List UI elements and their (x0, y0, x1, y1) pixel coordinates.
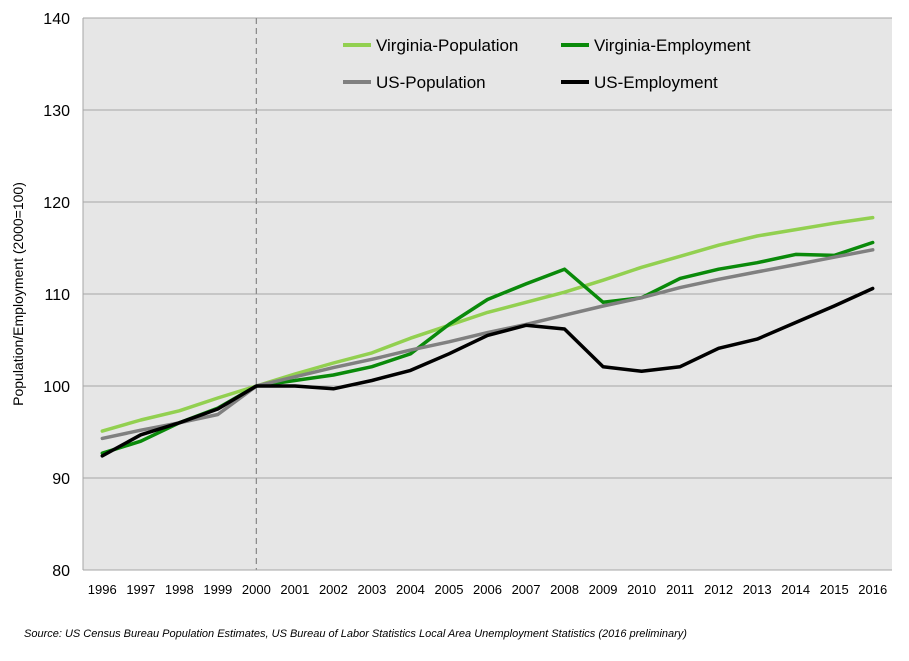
y-tick-label: 130 (43, 103, 70, 120)
x-tick-label: 2005 (435, 582, 464, 597)
x-tick-label: 2003 (357, 582, 386, 597)
legend-label-us-population: US-Population (376, 73, 486, 92)
y-tick-label: 100 (43, 379, 70, 396)
series-line-us-population (100, 248, 875, 441)
legend-label-us-employment: US-Employment (594, 73, 718, 92)
y-tick-label: 140 (43, 11, 70, 28)
y-axis-ticks: 80 90 100 110 120 130 140 (43, 11, 70, 580)
legend-label-virginia-employment: Virginia-Employment (594, 36, 751, 55)
x-tick-label: 2009 (589, 582, 618, 597)
x-tick-label: 2011 (666, 582, 694, 597)
x-tick-label: 2013 (743, 582, 772, 597)
y-tick-label: 80 (52, 563, 70, 580)
x-tick-label: 2015 (820, 582, 849, 597)
x-tick-label: 2008 (550, 582, 579, 597)
y-tick-label: 120 (43, 195, 70, 212)
x-tick-label: 2000 (242, 582, 271, 597)
series-group (100, 215, 875, 458)
y-axis-label: Population/Employment (2000=100) (10, 182, 26, 406)
x-tick-label: 2002 (319, 582, 348, 597)
x-tick-label: 1999 (203, 582, 232, 597)
x-tick-label: 2001 (280, 582, 309, 597)
x-axis-ticks: 1996 1997 1998 1999 2000 2001 2002 2003 2004 2005… (88, 582, 887, 597)
x-tick-label: 1998 (165, 582, 194, 597)
gridlines (83, 17, 892, 479)
x-tick-label: 2014 (781, 582, 810, 597)
series-line-virginia-population (100, 215, 875, 433)
legend-label-virginia-population: Virginia-Population (376, 36, 518, 55)
series-line-us-employment (100, 286, 875, 458)
x-tick-label: 2010 (627, 582, 656, 597)
y-tick-label: 110 (44, 287, 70, 304)
y-tick-label: 90 (52, 471, 70, 488)
x-tick-label: 1997 (126, 582, 155, 597)
x-tick-label: 2006 (473, 582, 502, 597)
x-tick-label: 2004 (396, 582, 425, 597)
legend: Virginia-Population Virginia-Employment US… (343, 36, 751, 92)
x-tick-label: 1996 (88, 582, 117, 597)
source-note: Source: US Census Bureau Population Esti… (24, 628, 687, 640)
x-tick-label: 2012 (704, 582, 733, 597)
x-tick-label: 2016 (858, 582, 887, 597)
x-tick-label: 2007 (512, 582, 541, 597)
